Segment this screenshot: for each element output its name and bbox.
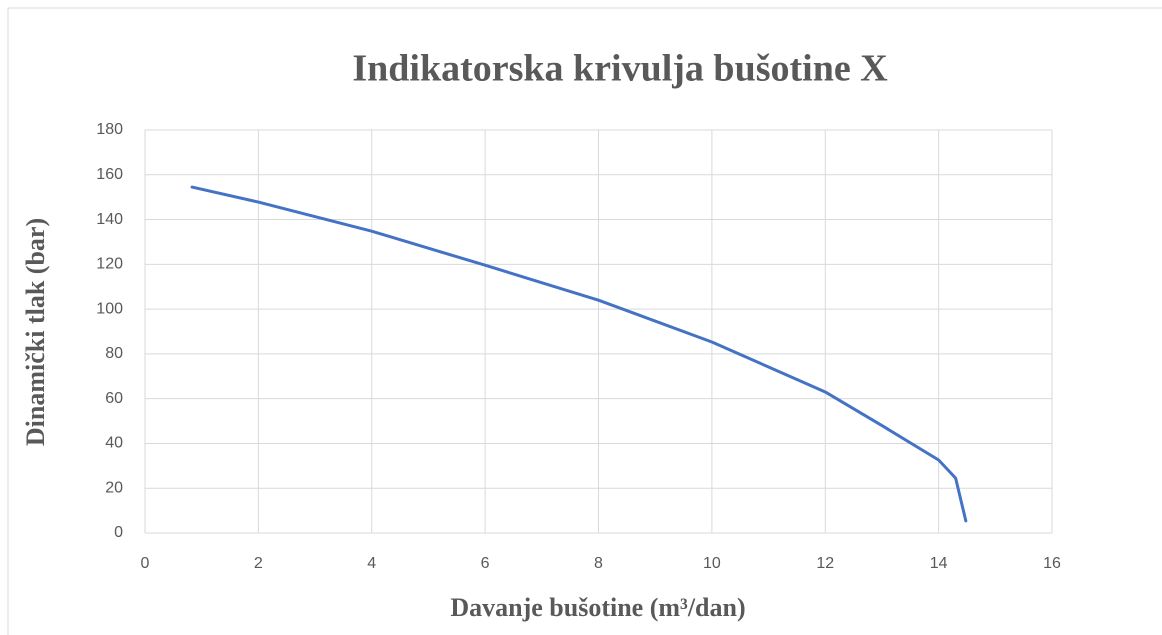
data-line <box>190 185 968 523</box>
y-tick-label: 20 <box>105 479 123 496</box>
y-tick-label: 0 <box>114 524 123 541</box>
x-axis-title: Davanje bušotine (m³/dan) <box>450 593 745 622</box>
y-tick-label: 40 <box>105 435 123 452</box>
x-tick-label: 4 <box>367 555 376 572</box>
y-tick-label: 120 <box>96 256 123 273</box>
x-tick-label: 16 <box>1043 555 1061 572</box>
x-tick-label: 6 <box>481 555 490 572</box>
x-tick-label: 10 <box>703 555 721 572</box>
x-tick-label: 12 <box>816 555 834 572</box>
y-tick-label: 80 <box>105 345 123 362</box>
chart-border <box>7 7 1162 635</box>
y-tick-label: 60 <box>105 390 123 407</box>
y-tick-label: 160 <box>96 166 123 183</box>
x-tick-label: 8 <box>594 555 603 572</box>
y-tick-label: 140 <box>96 211 123 228</box>
y-tick-label: 100 <box>96 300 123 317</box>
x-tick-label: 0 <box>141 555 150 572</box>
x-tick-label: 2 <box>254 555 263 572</box>
y-tick-label: 180 <box>96 121 123 138</box>
y-axis-title: Dinamički tlak (bar) <box>21 218 50 446</box>
x-tick-label: 14 <box>930 555 948 572</box>
chart-title: Indikatorska krivulja bušotine X <box>352 48 887 90</box>
